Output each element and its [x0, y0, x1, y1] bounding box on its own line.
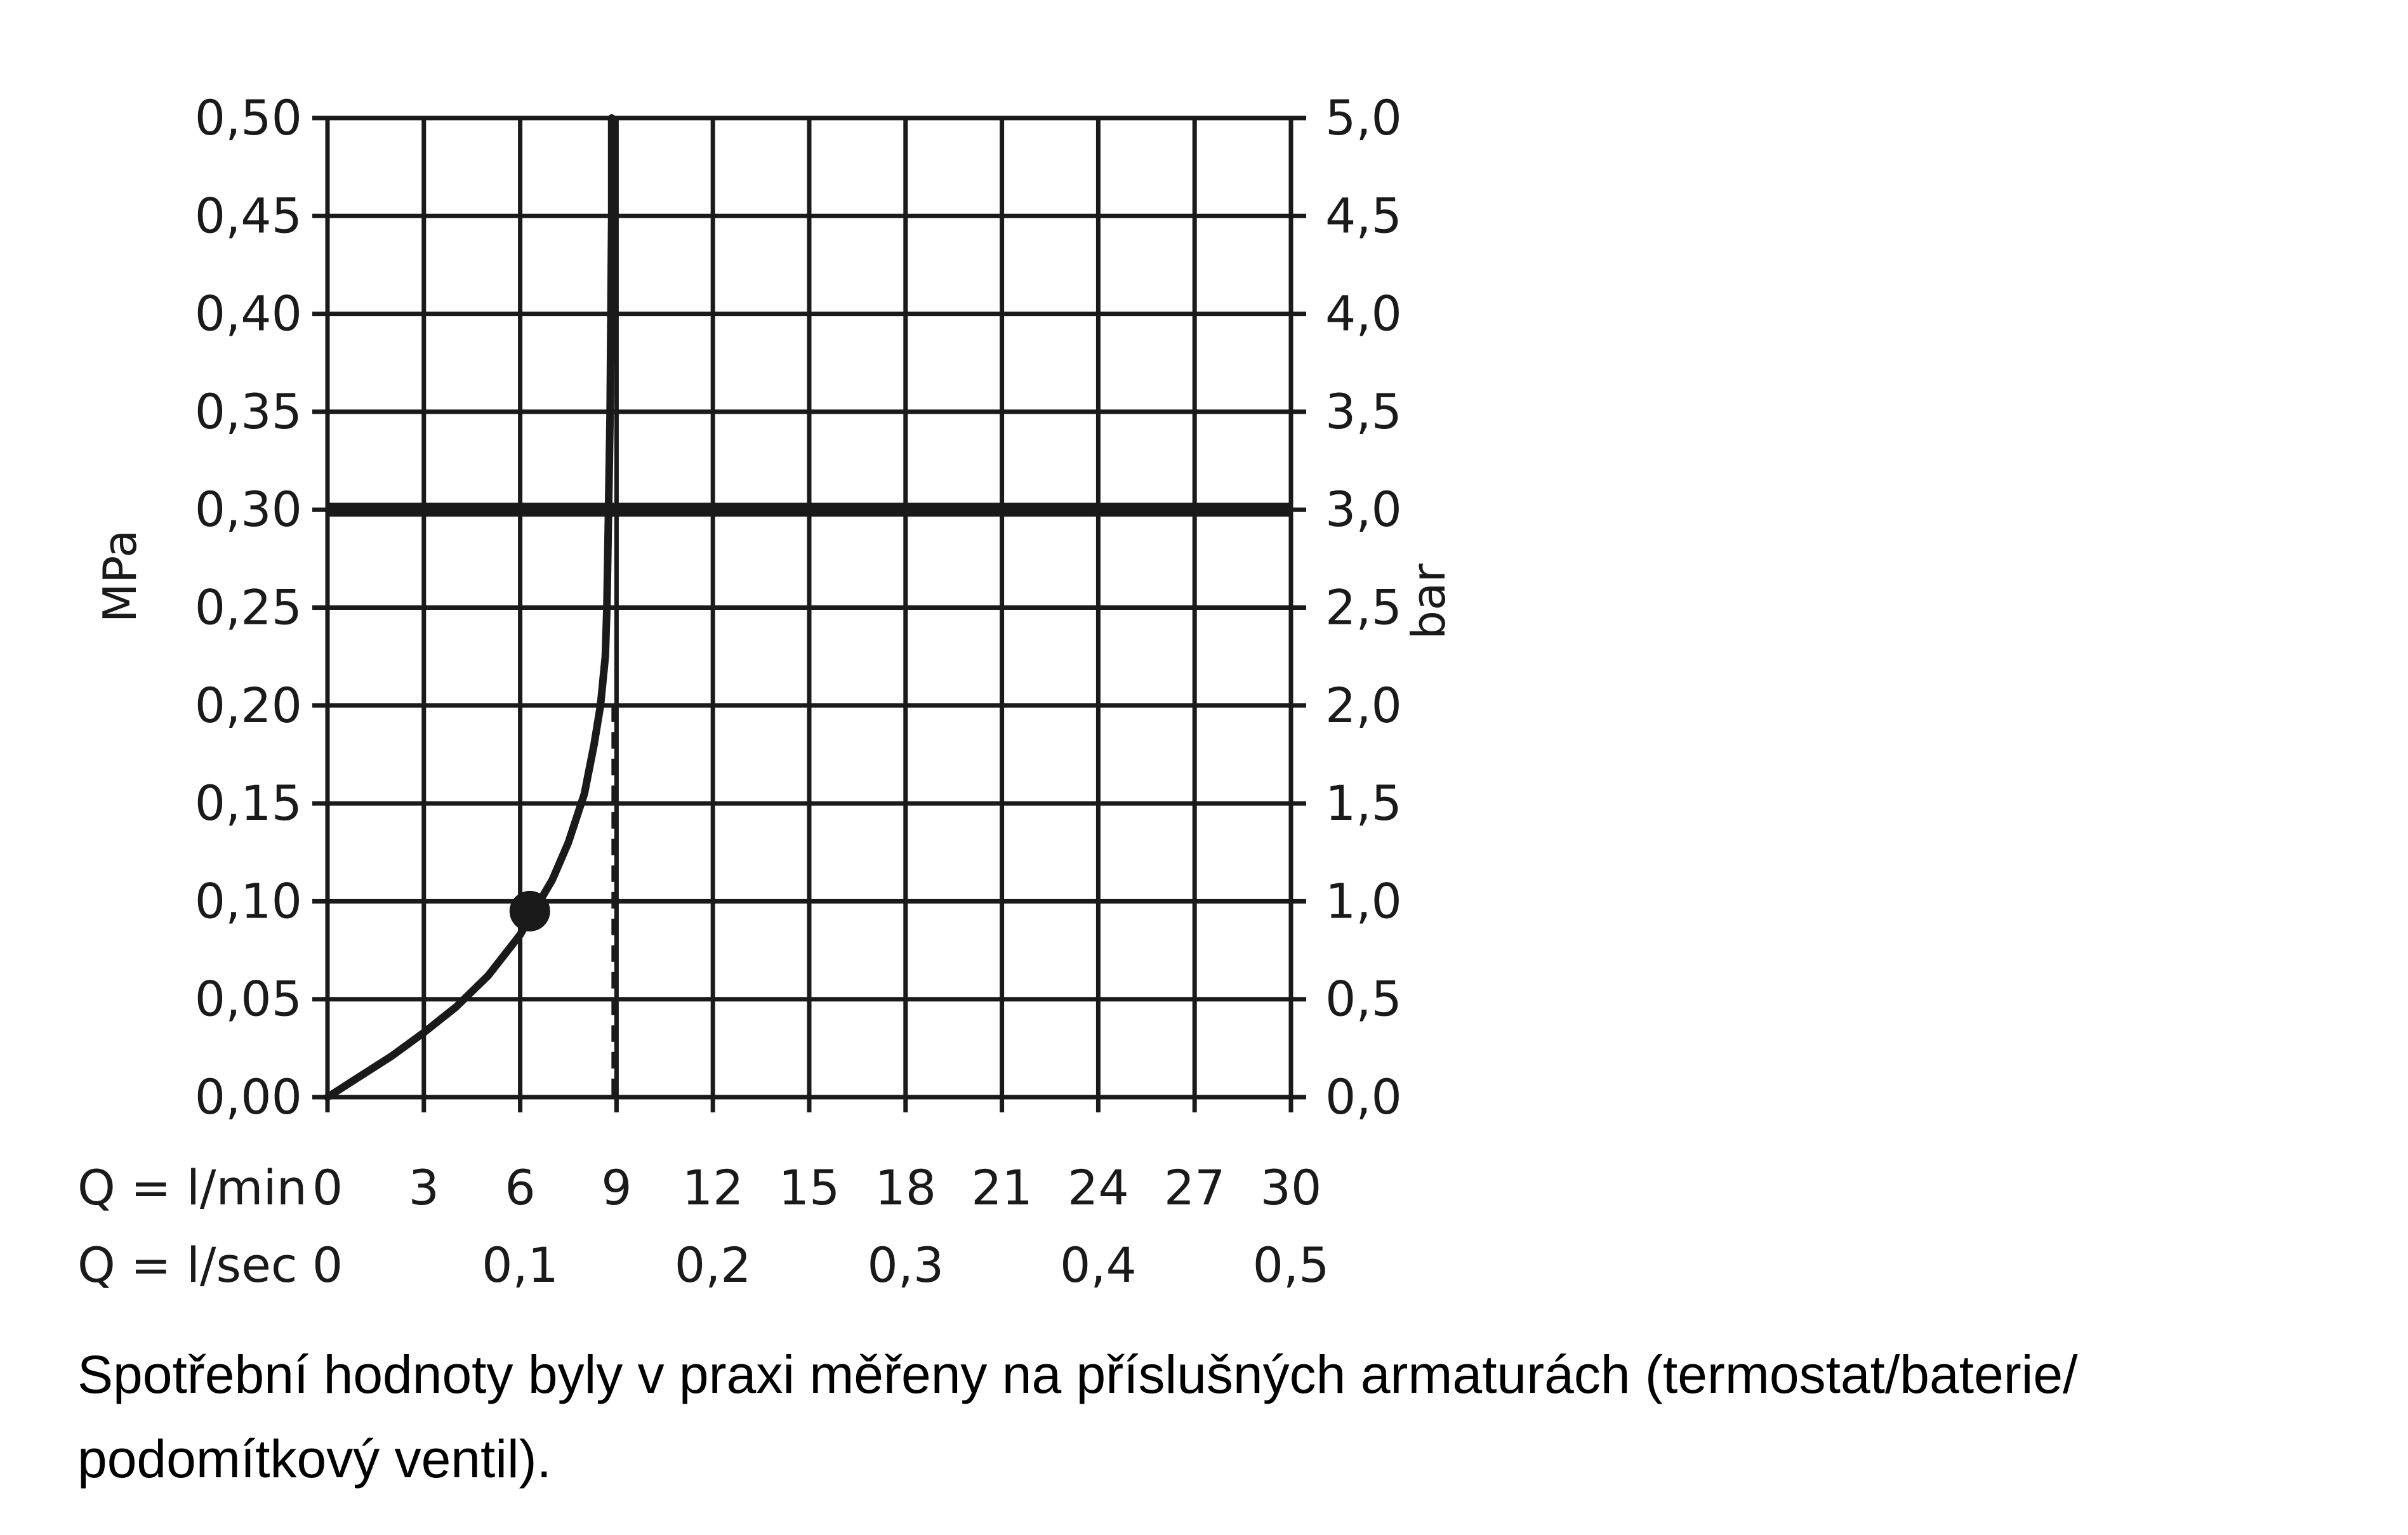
left-tick-label: 0,15 — [195, 775, 302, 831]
x-secondary-tick-label: 0,1 — [482, 1237, 559, 1293]
operating-point-marker — [509, 890, 550, 932]
x-secondary-tick-label: 0,5 — [1253, 1237, 1330, 1293]
x-tick-label: 18 — [875, 1159, 936, 1216]
right-tick-label: 3,5 — [1325, 383, 1402, 440]
right-tick-label: 4,5 — [1325, 187, 1402, 244]
left-tick-label: 0,00 — [195, 1069, 302, 1125]
x-tick-label: 21 — [971, 1159, 1033, 1216]
left-tick-label: 0,20 — [195, 677, 302, 734]
left-tick-label: 0,05 — [195, 971, 302, 1027]
x-axis-ticks: 0 3 6 9 12 15 18 21 24 27 30 — [312, 1097, 1322, 1216]
right-tick-label: 1,5 — [1325, 775, 1402, 831]
x-tick-label: 0 — [312, 1159, 343, 1216]
x-tick-label: 27 — [1164, 1159, 1226, 1216]
x-tick-label: 6 — [505, 1159, 535, 1216]
x-axis-label: Q = l/min — [77, 1159, 307, 1216]
left-tick-label: 0,10 — [195, 873, 302, 929]
left-tick-label: 0,50 — [195, 89, 302, 146]
left-tick-label: 0,45 — [195, 187, 302, 244]
y-right-label: bar — [1402, 563, 1455, 640]
right-tick-label: 1,0 — [1325, 873, 1402, 929]
x-tick-label: 30 — [1260, 1159, 1322, 1216]
x-secondary-tick-label: 0,3 — [867, 1237, 944, 1293]
caption-text: Spotřební hodnoty byly v praxi měřeny na… — [77, 1345, 2078, 1489]
x-tick-label: 24 — [1068, 1159, 1129, 1216]
right-axis-ticks: 0,0 0,5 1,0 1,5 2,0 2,5 3,0 3,5 4,0 4,5 5,0 — [1291, 89, 1402, 1125]
chart-grid — [325, 115, 1293, 1100]
x-secondary-axis-label: Q = l/sec — [77, 1237, 298, 1293]
left-tick-label: 0,30 — [195, 481, 302, 537]
left-axis-ticks: 0,00 0,05 0,10 0,15 0,20 0,25 0,30 0,35 0,40 0,45… — [195, 89, 327, 1125]
x-secondary-tick-label: 0,2 — [675, 1237, 751, 1293]
right-tick-label: 2,5 — [1325, 579, 1402, 636]
x-secondary-tick-label: 0,4 — [1060, 1237, 1137, 1293]
x-tick-label: 9 — [601, 1159, 632, 1216]
y-left-label: MPa — [93, 530, 147, 623]
right-tick-label: 0,0 — [1325, 1069, 1402, 1125]
right-tick-label: 4,0 — [1325, 286, 1402, 342]
x-tick-label: 12 — [682, 1159, 744, 1216]
right-tick-label: 3,0 — [1325, 481, 1402, 537]
x-secondary-tick-label: 0 — [312, 1237, 343, 1293]
right-tick-label: 5,0 — [1325, 89, 1402, 146]
flow-curve — [324, 114, 616, 1101]
x-tick-label: 15 — [779, 1159, 840, 1216]
left-tick-label: 0,40 — [195, 286, 302, 342]
right-tick-label: 2,0 — [1325, 677, 1402, 734]
left-tick-label: 0,25 — [195, 579, 302, 636]
right-tick-label: 0,5 — [1325, 971, 1402, 1027]
x-secondary-axis-ticks: 0 0,1 0,2 0,3 0,4 0,5 — [312, 1237, 1330, 1293]
x-tick-label: 3 — [409, 1159, 439, 1216]
left-tick-label: 0,35 — [195, 383, 302, 440]
flow-pressure-chart: 0,000,050,100,150,200,250,300,350,400,45… — [77, 89, 1455, 1293]
